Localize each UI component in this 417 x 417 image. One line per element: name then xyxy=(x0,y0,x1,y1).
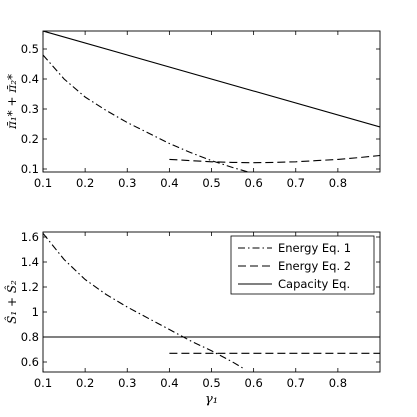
y-tick-label: 0.5 xyxy=(21,42,39,56)
x-tick-label: 0.6 xyxy=(244,376,262,390)
bottom-chart-panel: 0.1 0.2 0.3 0.4 0.5 0.6 0.7 0.8 0.6 0.8 1 1.2 1.4 1.6… xyxy=(3,230,381,407)
x-tick-label: 0.2 xyxy=(76,176,94,190)
y-tick-label: 0.3 xyxy=(21,102,39,116)
series-line-dashdot xyxy=(43,232,246,370)
y-axis-label: π̄₁* + π̄₂* xyxy=(5,74,19,130)
series-line-dashed xyxy=(169,154,380,164)
x-tick-label: 0.5 xyxy=(202,376,220,390)
y-tick-label: 0.4 xyxy=(21,72,39,86)
y-tick-label: 1 xyxy=(32,305,39,319)
x-tick-label: 0.1 xyxy=(34,176,52,190)
y-tick-label: 0.6 xyxy=(21,355,39,369)
y-tick-label: 0.8 xyxy=(21,330,39,344)
legend-box xyxy=(230,235,375,295)
y-tick-label: 1.2 xyxy=(21,280,39,294)
top-chart-panel: 0.1 0.2 0.3 0.4 0.5 0.6 0.7 0.8 0.1 0.2 0.3 0.4 0.5 π… xyxy=(5,30,381,190)
legend-entry-label: Energy Eq. 1 xyxy=(278,241,351,255)
y-tick-label: 1.4 xyxy=(21,255,39,269)
series-line-dashdot xyxy=(43,54,251,172)
x-tick-label: 0.6 xyxy=(244,176,262,190)
x-tick-label: 0.4 xyxy=(160,376,178,390)
x-tick-label: 0.8 xyxy=(329,376,347,390)
x-tick-label: 0.3 xyxy=(118,176,136,190)
x-tick-label: 0.4 xyxy=(160,176,178,190)
x-tick-label: 0.3 xyxy=(118,376,136,390)
y-axis-label: Ŝ₁ + Ŝ₂ xyxy=(3,280,19,324)
x-axis-label: γ₁ xyxy=(205,392,218,407)
x-tick-label: 0.1 xyxy=(34,376,52,390)
legend-entry-label: Capacity Eq. xyxy=(278,277,350,291)
y-tick-label: 0.1 xyxy=(21,162,39,176)
x-tick-label: 0.5 xyxy=(202,176,220,190)
legend-entry-label: Energy Eq. 2 xyxy=(278,259,351,273)
plot-frame xyxy=(42,30,381,173)
x-tick-label: 0.8 xyxy=(329,176,347,190)
x-tick-label: 0.7 xyxy=(287,376,305,390)
y-tick-label: 0.2 xyxy=(21,132,39,146)
x-tick-label: 0.7 xyxy=(287,176,305,190)
series-line-solid xyxy=(43,31,380,128)
y-tick-label: 1.6 xyxy=(21,230,39,244)
x-tick-label: 0.2 xyxy=(76,376,94,390)
